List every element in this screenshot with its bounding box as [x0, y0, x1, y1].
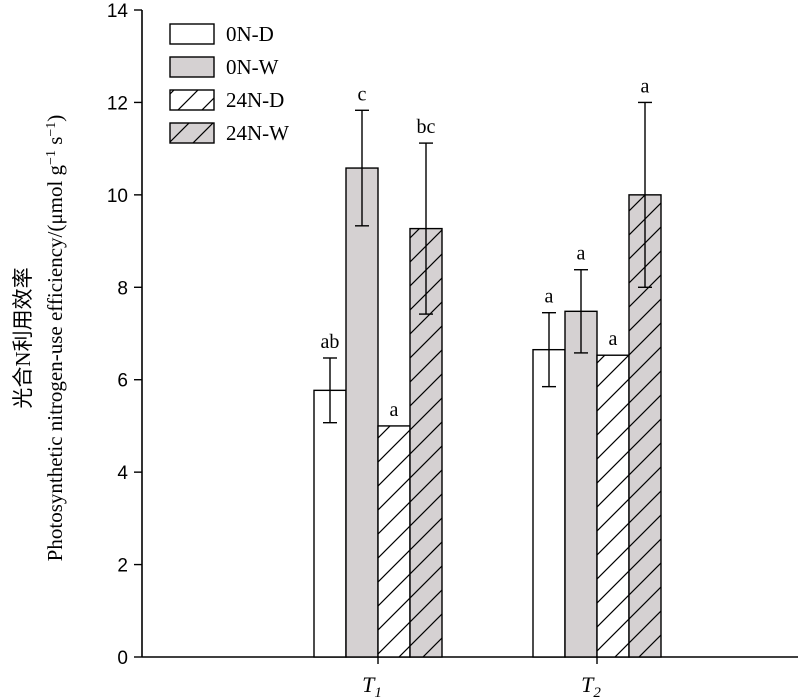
- bar: [532, 348, 566, 658]
- y-tick-label: 8: [117, 278, 128, 299]
- svg-text:Photosynthetic nitrogen-use ef: Photosynthetic nitrogen-use efficiency/(…: [43, 115, 67, 562]
- bar: [313, 389, 347, 658]
- legend-label: 0N-D: [226, 22, 274, 46]
- significance-label: ab: [321, 331, 340, 353]
- y-tick-label: 14: [107, 1, 129, 22]
- significance-label: a: [641, 75, 650, 97]
- significance-label: c: [358, 83, 367, 105]
- y-tick-label: 10: [107, 186, 128, 207]
- legend: 0N-D 0N-W 24N-D 24N-W: [169, 22, 289, 145]
- y-tick-label: 2: [117, 556, 128, 577]
- y-tick-label: 0: [117, 648, 128, 669]
- bar: [564, 310, 598, 658]
- legend-swatch: [169, 122, 215, 144]
- legend-label: 24N-D: [226, 88, 284, 112]
- bar: [345, 167, 379, 658]
- x-tick-label: T2: [581, 672, 601, 700]
- y-tick-label: 4: [117, 463, 128, 484]
- y-axis-label: Photosynthetic nitrogen-use efficiency/(…: [11, 115, 67, 562]
- significance-label: a: [390, 399, 399, 421]
- x-tick-label: T1: [362, 672, 382, 700]
- significance-label: a: [609, 328, 618, 350]
- y-tick-label: 12: [107, 93, 128, 114]
- legend-swatch: [169, 56, 215, 78]
- y-axis-label-cn: 光合N利用效率: [11, 267, 35, 408]
- legend-label: 0N-W: [226, 55, 279, 79]
- legend-label: 24N-W: [226, 121, 289, 145]
- axes: 0 2 4 6 8 10 12 14 T1 T2: [107, 1, 798, 700]
- y-axis-label-en: Photosynthetic nitrogen-use efficiency/(…: [43, 115, 67, 562]
- legend-swatch: [169, 89, 215, 111]
- significance-label: a: [545, 286, 554, 308]
- legend-swatch: [169, 23, 215, 45]
- significance-label: bc: [417, 116, 436, 138]
- bar: [596, 354, 630, 658]
- y-tick-label: 6: [117, 371, 128, 392]
- bar: [377, 425, 411, 658]
- significance-label: a: [577, 243, 586, 265]
